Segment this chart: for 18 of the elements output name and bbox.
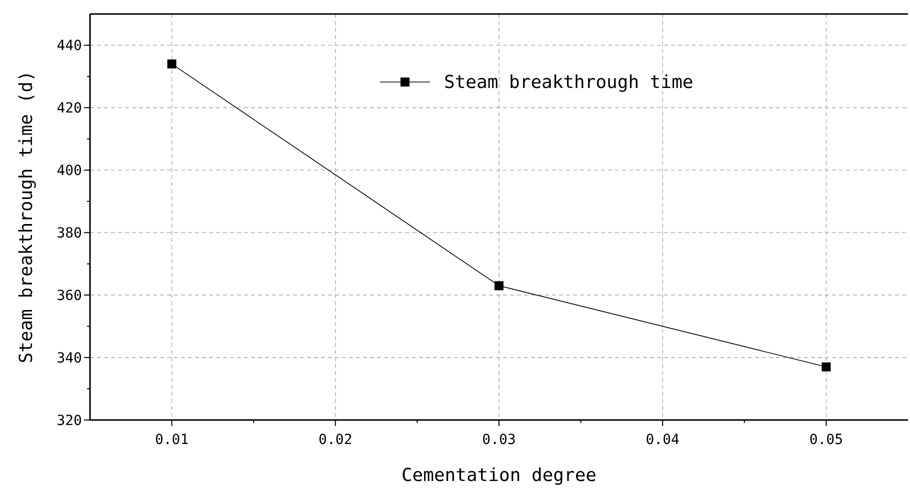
y-tick-label: 320 [56,413,82,429]
point [822,362,831,372]
y-tick-label: 440 [56,38,82,54]
x-axis-title: Cementation degree [401,465,597,486]
point [494,281,504,290]
legend-label: Steam breakthrough time [444,72,694,93]
y-axis-title: Steam breakthrough time (d) [16,70,37,364]
x-tick-label: 0.01 [154,432,189,448]
y-tick-label: 400 [56,163,82,180]
point [167,59,176,68]
x-tick-label: 0.05 [809,432,844,448]
x-tick-label: 0.04 [646,432,680,448]
x-tick-label: 0.03 [482,432,516,448]
y-tick-label: 340 [56,350,82,367]
y-tick-label: 380 [56,226,82,242]
x-tick-label: 0.02 [318,432,352,448]
y-tick-label: 420 [56,100,82,117]
y-tick-label: 360 [56,288,82,304]
